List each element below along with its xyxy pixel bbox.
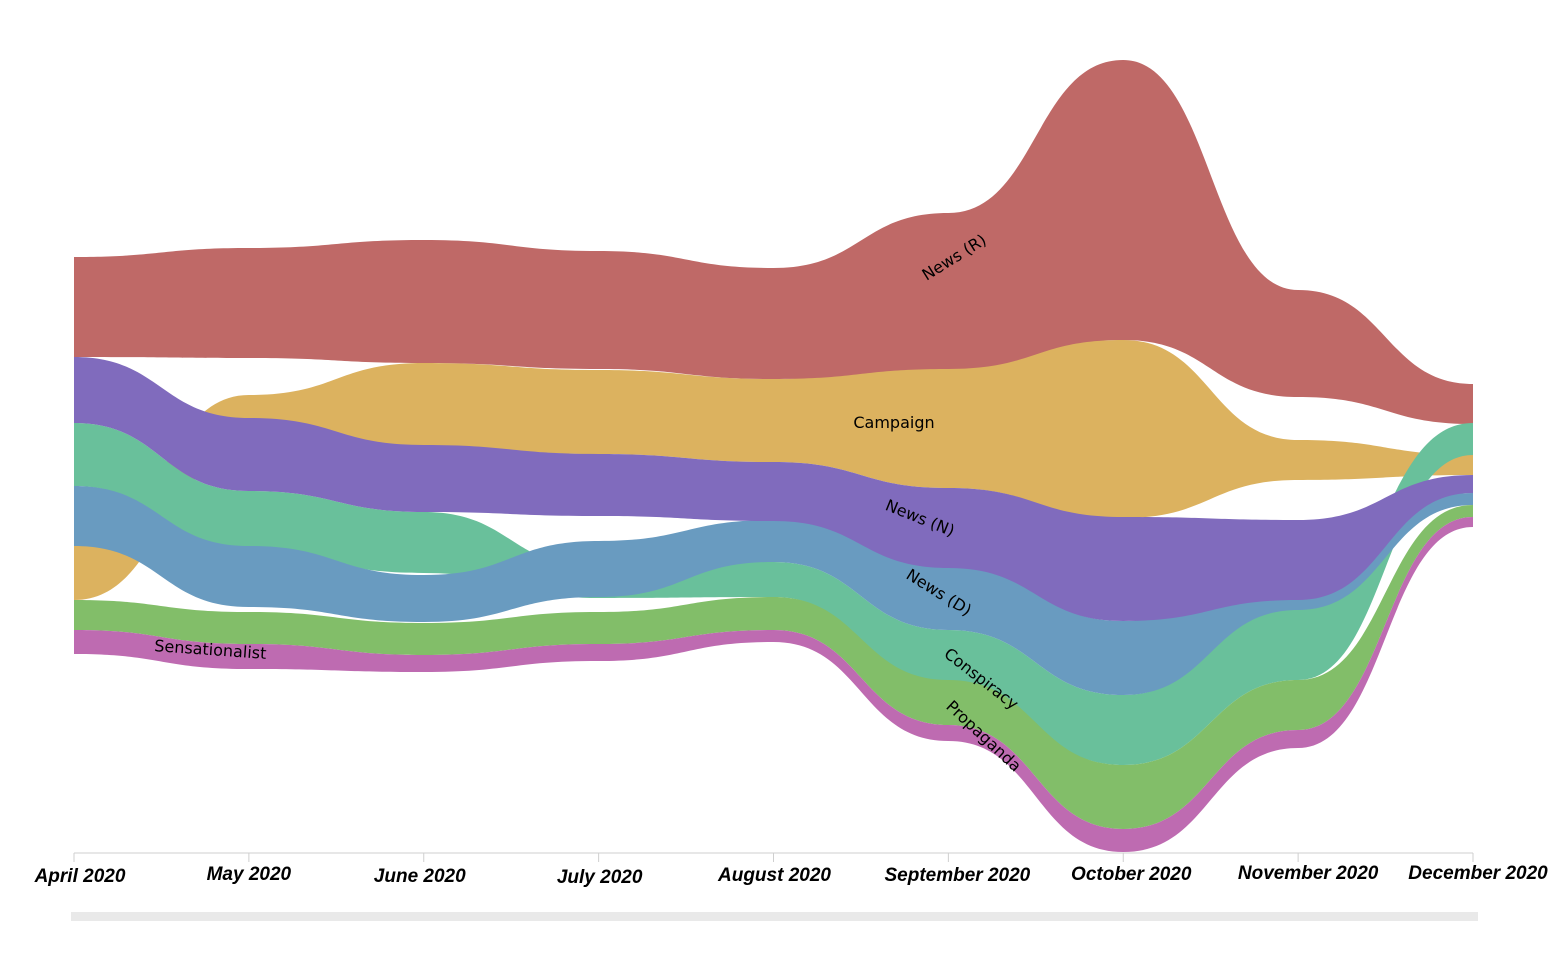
- horizontal-scrollbar[interactable]: [71, 912, 1478, 921]
- stream-campaign[interactable]: [74, 340, 1473, 600]
- stream-conspiracy[interactable]: [74, 423, 1473, 765]
- x-tick-label: November 2020: [1238, 863, 1379, 884]
- x-tick-label: August 2020: [717, 865, 831, 886]
- x-tick-label: April 2020: [34, 866, 126, 887]
- stream-news-n[interactable]: [74, 357, 1473, 621]
- stream-news-r[interactable]: [74, 60, 1473, 424]
- stream-label-campaign: Campaign: [853, 413, 934, 432]
- x-tick-label: December 2020: [1408, 863, 1548, 884]
- stream-layers: [74, 60, 1473, 852]
- x-tick-label: September 2020: [885, 865, 1031, 886]
- x-tick-label: June 2020: [374, 866, 466, 887]
- x-tick-label: July 2020: [557, 867, 643, 888]
- x-tick-label: May 2020: [207, 864, 292, 885]
- x-tick-label: October 2020: [1071, 864, 1192, 885]
- x-axis: April 2020 May 2020 June 2020 July 2020 Augu…: [34, 852, 1548, 888]
- stream-news-d[interactable]: [74, 486, 1473, 695]
